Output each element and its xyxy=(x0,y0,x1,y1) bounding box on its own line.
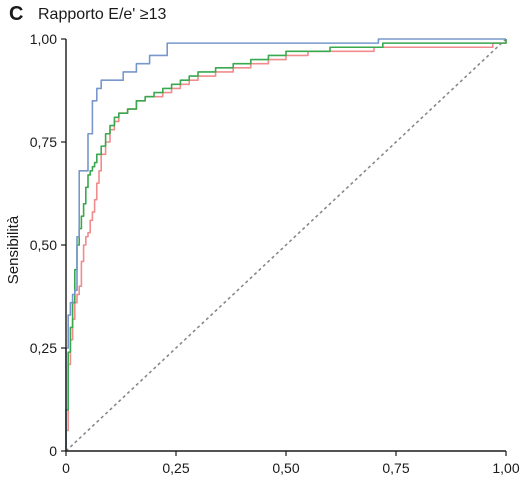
panel-letter: C xyxy=(9,3,24,25)
x-tick-label: 0,75 xyxy=(382,460,409,476)
y-tick-label: 0,50 xyxy=(30,237,57,253)
x-tick-label: 1,00 xyxy=(492,460,519,476)
x-tick-label: 0 xyxy=(62,460,70,476)
y-axis-label: Sensibilità xyxy=(5,215,22,284)
chart-title: Rapporto E/e' ≥13 xyxy=(38,6,167,23)
x-tick-label: 0,50 xyxy=(272,460,299,476)
reference-diagonal-line xyxy=(65,38,507,452)
y-tick-label: 0,75 xyxy=(30,134,57,150)
y-tick-label: 1,00 xyxy=(30,31,57,47)
y-tick-label: 0 xyxy=(49,443,57,459)
roc-curve-3 xyxy=(65,38,506,451)
x-tick-label: 0,25 xyxy=(162,460,189,476)
y-tick-label: 0,25 xyxy=(30,340,57,356)
